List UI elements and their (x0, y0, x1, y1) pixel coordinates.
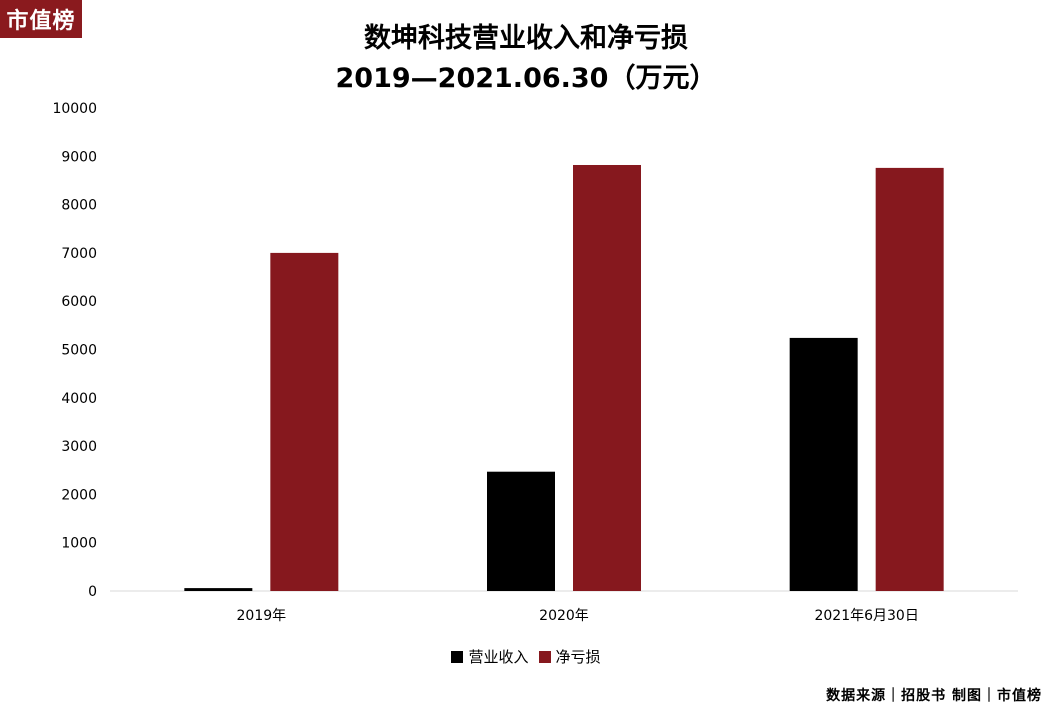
y-tick-label: 3000 (61, 439, 97, 455)
x-tick-label: 2021年6月30日 (814, 608, 918, 624)
chart-title: 数坤科技营业收入和净亏损 (364, 23, 688, 54)
legend-swatch-net-loss (538, 650, 551, 663)
legend-item-net-loss: 净亏损 (538, 646, 601, 667)
legend-label-net-loss: 净亏损 (555, 648, 601, 666)
legend-swatch-revenue (451, 650, 464, 663)
x-tick-label: 2020年 (539, 608, 589, 624)
y-tick-label: 2000 (61, 487, 97, 503)
legend-item-revenue: 营业收入 (451, 646, 529, 667)
bar-revenue (789, 337, 858, 591)
logo: 市值榜 (0, 0, 82, 38)
bar-revenue (487, 471, 555, 591)
y-tick-label: 5000 (61, 343, 97, 359)
y-tick-label: 9000 (61, 149, 97, 165)
footer-source: 数据来源｜招股书 制图｜市值榜 (826, 688, 1042, 704)
y-tick-label: 10000 (52, 101, 97, 117)
y-tick-label: 6000 (61, 294, 97, 310)
bar-revenue (184, 588, 253, 591)
bar-net-loss (875, 167, 944, 591)
y-tick-label: 0 (88, 584, 97, 600)
y-tick-label: 8000 (61, 198, 97, 214)
y-tick-label: 7000 (61, 246, 97, 262)
legend-label-revenue: 营业收入 (468, 648, 529, 666)
chart-subtitle: 2019—2021.06.30（万元） (335, 63, 717, 94)
legend: 营业收入 净亏损 (0, 646, 1052, 667)
y-tick-label: 1000 (61, 536, 97, 552)
y-tick-label: 4000 (61, 391, 97, 407)
x-tick-label: 2019年 (237, 608, 287, 624)
bar-net-loss (573, 164, 641, 591)
bar-net-loss (270, 252, 339, 591)
